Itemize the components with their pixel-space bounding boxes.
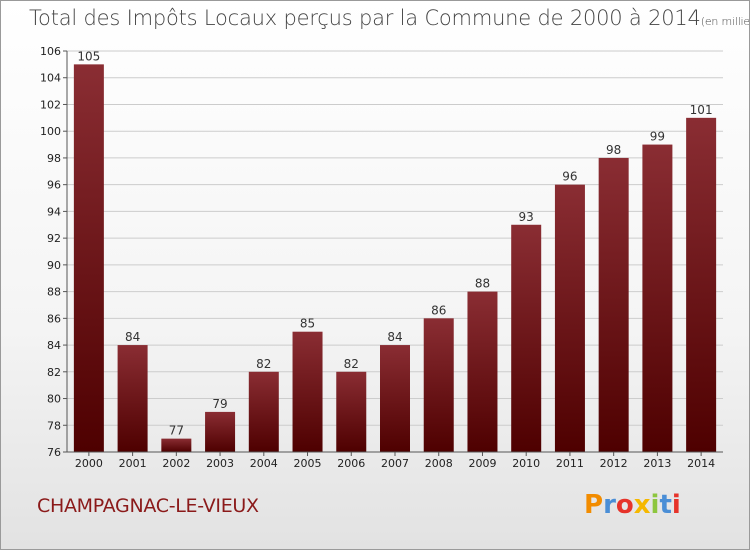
bar-2013 <box>642 144 673 453</box>
value-label: 88 <box>475 277 490 291</box>
value-labels: 105 84 77 79 82 85 82 84 86 88 93 96 98 99 101 <box>77 49 712 437</box>
y-tick-label: 104 <box>40 72 61 85</box>
logo-letter: i <box>650 490 660 520</box>
x-tick-label: 2011 <box>556 457 584 470</box>
logo-letter: i <box>671 490 681 520</box>
y-tick-label: 96 <box>47 179 61 192</box>
value-label: 85 <box>300 317 315 331</box>
y-tick-label: 100 <box>40 125 61 138</box>
x-tick-label: 2012 <box>600 457 628 470</box>
value-label: 105 <box>77 49 100 63</box>
x-tick-label: 2002 <box>162 457 190 470</box>
value-label: 79 <box>212 397 227 411</box>
x-tick-label: 2009 <box>468 457 496 470</box>
x-tick-label: 2004 <box>250 457 278 470</box>
logo-letter: t <box>659 490 672 520</box>
title-text: Total des Impôts Locaux perçus par la Co… <box>29 6 701 30</box>
bar-2004 <box>248 371 279 452</box>
value-label: 101 <box>690 103 713 117</box>
y-tick-label: 78 <box>47 419 61 432</box>
y-tick-label: 86 <box>47 312 61 325</box>
bar-2001 <box>117 345 148 452</box>
bar-2010 <box>511 224 542 452</box>
x-tick-label: 2008 <box>425 457 453 470</box>
unit-label: (en milliers d'€) <box>700 15 750 28</box>
bar-2011 <box>554 184 585 452</box>
x-tick-label: 2000 <box>75 457 103 470</box>
y-tick-label: 82 <box>47 366 61 379</box>
y-tick-label: 92 <box>47 232 61 245</box>
x-tick-label: 2013 <box>643 457 671 470</box>
bar-2012 <box>598 157 629 452</box>
x-tick-label: 2005 <box>294 457 322 470</box>
value-label: 82 <box>256 357 271 371</box>
x-tick-label: 2014 <box>687 457 715 470</box>
value-label: 98 <box>606 143 621 157</box>
bar-2007 <box>380 345 410 452</box>
value-label: 93 <box>519 210 534 224</box>
y-tick-label: 76 <box>47 446 61 459</box>
bar-2014 <box>686 117 717 452</box>
commune-name: CHAMPAGNAC-LE-VIEUX <box>37 495 259 517</box>
value-label: 82 <box>344 357 359 371</box>
y-tick-label: 80 <box>47 393 61 406</box>
logo-letter: x <box>633 490 651 520</box>
logo-letter: P <box>584 490 604 520</box>
value-label: 77 <box>169 424 184 438</box>
logo-letter: r <box>603 490 616 520</box>
y-tick-label: 106 <box>40 45 61 58</box>
bar-2005 <box>292 331 323 452</box>
value-label: 99 <box>650 130 665 144</box>
x-tick-label: 2001 <box>119 457 147 470</box>
logo-letter: o <box>615 490 634 520</box>
y-tick-label: 94 <box>47 205 61 218</box>
y-tick-label: 88 <box>47 286 61 299</box>
x-tick-label: 2003 <box>206 457 234 470</box>
value-label: 84 <box>387 330 402 344</box>
x-axis: 2000 2001 2002 2003 2004 2005 2006 2007 2008 2009… <box>67 451 723 470</box>
bar-2003 <box>205 411 236 452</box>
y-tick-label: 102 <box>40 98 61 111</box>
bar-2008 <box>423 318 454 452</box>
bar-2000 <box>73 64 104 452</box>
y-axis: 76 78 80 82 84 86 88 90 92 94 96 98 100 102 104 106 <box>40 45 68 459</box>
x-tick-label: 2006 <box>337 457 365 470</box>
chart-title: Total des Impôts Locaux perçus par la Co… <box>29 6 750 30</box>
proxiti-logo: Proxiti <box>584 490 681 520</box>
x-tick-label: 2007 <box>381 457 409 470</box>
x-tick-label: 2010 <box>512 457 540 470</box>
y-tick-label: 84 <box>47 339 61 352</box>
value-label: 86 <box>431 303 446 317</box>
y-tick-label: 90 <box>47 259 61 272</box>
bar-2006 <box>336 371 367 452</box>
bars <box>73 64 717 453</box>
bar-2009 <box>467 291 498 452</box>
value-label: 84 <box>125 330 140 344</box>
value-label: 96 <box>562 170 577 184</box>
bar-2002 <box>161 438 192 452</box>
y-tick-label: 98 <box>47 152 61 165</box>
